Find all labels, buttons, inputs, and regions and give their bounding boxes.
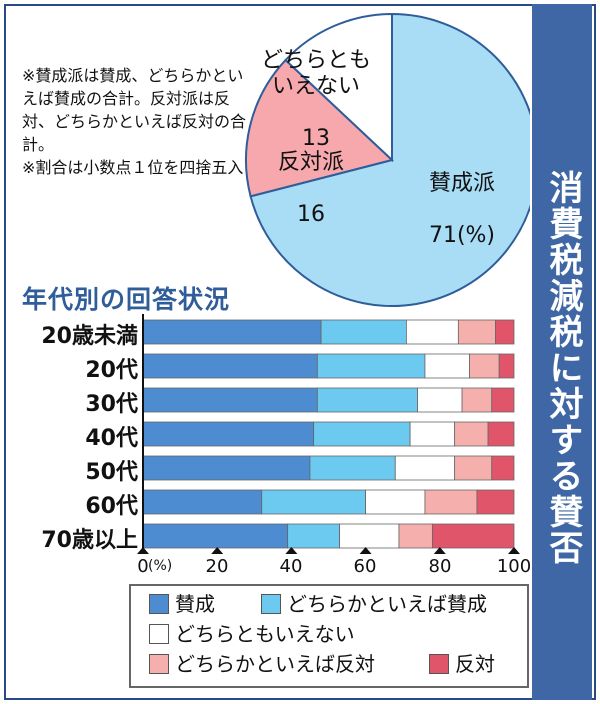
bar-segment-somewhat-disagree — [424, 489, 478, 515]
bar-segment-agree — [142, 421, 315, 447]
x-tick-label: 80 — [428, 556, 452, 577]
x-tick-label: 0 — [137, 556, 149, 577]
bar-segment-agree — [142, 387, 318, 413]
pie-label-con: 反対派 16 — [266, 124, 356, 254]
age-label: 20代 — [85, 358, 138, 383]
footnote: ※賛成派は賛成、どちらかといえば賛成の合計。反対派は反対、どちらかといえば反対の… — [22, 66, 247, 177]
bar-segment-agree — [142, 319, 322, 345]
pie-label-pro-value: 71(%) — [428, 223, 496, 248]
x-tick-mark — [508, 547, 520, 554]
legend-item-somewhat-disagree: どちらかといえば反対 — [149, 652, 375, 676]
age-label: 40代 — [85, 426, 138, 451]
bar-segment-disagree — [491, 387, 515, 413]
bar-segment-somewhat-disagree — [398, 523, 433, 549]
x-tick-mark — [433, 547, 446, 554]
x-tick-mark — [359, 547, 372, 554]
legend-label: 賛成 — [175, 592, 215, 616]
legend-label: どちらかといえば賛成 — [287, 592, 487, 616]
side-title: 消費税減税に対する賛否 — [543, 170, 583, 566]
pie-label-neutral-name: どちらとも いえない — [260, 48, 371, 99]
pie-chart — [245, 12, 530, 307]
x-tick-label: 40 — [279, 556, 303, 577]
age-label: 20歳未満 — [41, 324, 138, 349]
age-label: 70歳以上 — [41, 528, 138, 553]
bar-segment-somewhat-agree — [309, 455, 396, 481]
pie-label-neutral-value: 13 — [302, 126, 330, 151]
pie-slice-neutral — [284, 12, 393, 163]
bar-segment-disagree — [498, 353, 515, 379]
bar-segment-disagree — [487, 421, 515, 447]
bar-segment-agree — [142, 455, 311, 481]
pie-label-pro: 賛成派 71(%) — [402, 145, 522, 275]
bar-segment-neutral — [394, 455, 456, 481]
bar-segment-somewhat-disagree — [461, 387, 493, 413]
legend-label: 反対 — [455, 652, 495, 676]
bar-segment-somewhat-disagree — [454, 455, 493, 481]
bar-segment-somewhat-agree — [261, 489, 366, 515]
legend-label: どちらともいえない — [175, 622, 355, 646]
bar-segment-somewhat-disagree — [457, 319, 496, 345]
side-title-strip — [532, 4, 592, 700]
legend: 賛成 どちらかといえば賛成 どちらともいえない どちらかといえば反対 反対 — [129, 584, 529, 688]
bar-segment-disagree — [431, 523, 515, 549]
legend-label: どちらかといえば反対 — [175, 652, 375, 676]
x-unit-label: (%) — [148, 558, 173, 574]
bar-segment-neutral — [365, 489, 426, 515]
x-tick-mark — [137, 547, 149, 554]
bar-chart-title: 年代別の回答状況 — [22, 285, 231, 314]
pie-slice-pro — [249, 12, 530, 307]
bar-segment-agree — [142, 353, 318, 379]
legend-item-somewhat-agree: どちらかといえば賛成 — [261, 592, 487, 616]
legend-swatch — [429, 654, 449, 674]
bar-segment-somewhat-agree — [316, 387, 418, 413]
bar-segment-neutral — [406, 319, 459, 345]
bar-segment-neutral — [417, 387, 463, 413]
x-tick-mark — [211, 547, 224, 554]
legend-swatch — [149, 624, 169, 644]
bar-segment-somewhat-agree — [316, 353, 426, 379]
bar-segment-somewhat-agree — [287, 523, 341, 549]
bar-segment-disagree — [476, 489, 515, 515]
bar-segment-disagree — [491, 455, 515, 481]
bar-segment-disagree — [495, 319, 515, 345]
legend-item-agree: 賛成 — [149, 592, 215, 616]
x-tick-mark — [285, 547, 298, 554]
bar-segment-neutral — [409, 421, 456, 447]
pie-label-neutral: どちらとも いえない 13 — [236, 22, 396, 178]
legend-swatch — [149, 594, 169, 614]
bar-segment-somewhat-disagree — [454, 421, 489, 447]
bar-segment-somewhat-agree — [320, 319, 407, 345]
age-label: 60代 — [85, 494, 138, 519]
bar-segment-neutral — [424, 353, 470, 379]
x-tick-label: 20 — [205, 556, 229, 577]
bar-segment-somewhat-disagree — [469, 353, 500, 379]
legend-item-disagree: 反対 — [429, 652, 495, 676]
x-tick-label: 100 — [496, 556, 532, 577]
legend-swatch — [149, 654, 169, 674]
x-tick-label: 60 — [353, 556, 377, 577]
pie-label-con-name: 反対派 — [277, 150, 344, 175]
legend-swatch — [261, 594, 281, 614]
bar-segment-agree — [142, 523, 289, 549]
pie-label-con-value: 16 — [297, 202, 325, 227]
pie-label-pro-name: 賛成派 — [428, 171, 495, 196]
age-label: 30代 — [85, 392, 138, 417]
stacked-bar-chart — [137, 314, 520, 554]
legend-item-neutral: どちらともいえない — [149, 622, 355, 646]
bar-segment-somewhat-agree — [313, 421, 411, 447]
bar-segment-agree — [142, 489, 263, 515]
pie-slice-con — [245, 58, 395, 198]
age-label: 50代 — [85, 460, 138, 485]
bar-segment-neutral — [339, 523, 400, 549]
